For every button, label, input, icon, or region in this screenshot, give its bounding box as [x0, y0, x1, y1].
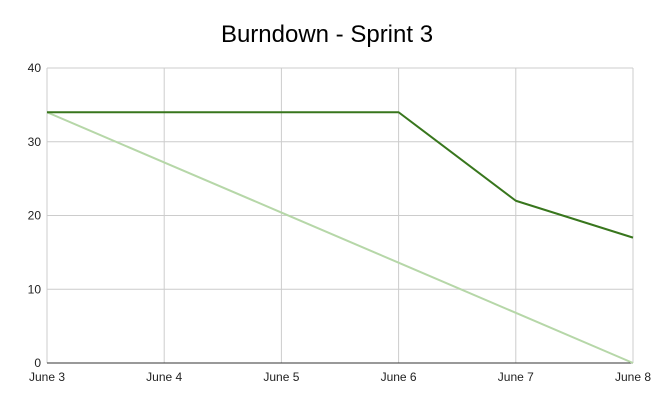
y-tick-label: 10: [28, 282, 42, 296]
y-tick-label: 20: [28, 209, 42, 223]
series-line: [47, 111, 634, 239]
x-tick-label: June 7: [498, 370, 534, 384]
x-tick-label: June 5: [263, 370, 299, 384]
x-tick-label: June 3: [29, 370, 65, 384]
series-lines: [46, 111, 634, 364]
y-tick-label: 0: [34, 356, 41, 370]
chart-title: Burndown - Sprint 3: [221, 21, 433, 48]
grid: [47, 67, 634, 363]
x-tick-label: June 4: [146, 370, 182, 384]
axes: [46, 68, 633, 364]
x-tick-label: June 6: [381, 370, 417, 384]
y-tick-label: 30: [28, 135, 42, 149]
y-tick-label: 40: [28, 61, 42, 75]
x-axis-ticks: June 3 June 4 June 5 June 6 June 7 June 8: [29, 370, 651, 384]
y-axis-ticks: 0 10 20 30 40: [28, 61, 42, 370]
series-line: [46, 111, 634, 364]
x-tick-label: June 8: [615, 370, 651, 384]
